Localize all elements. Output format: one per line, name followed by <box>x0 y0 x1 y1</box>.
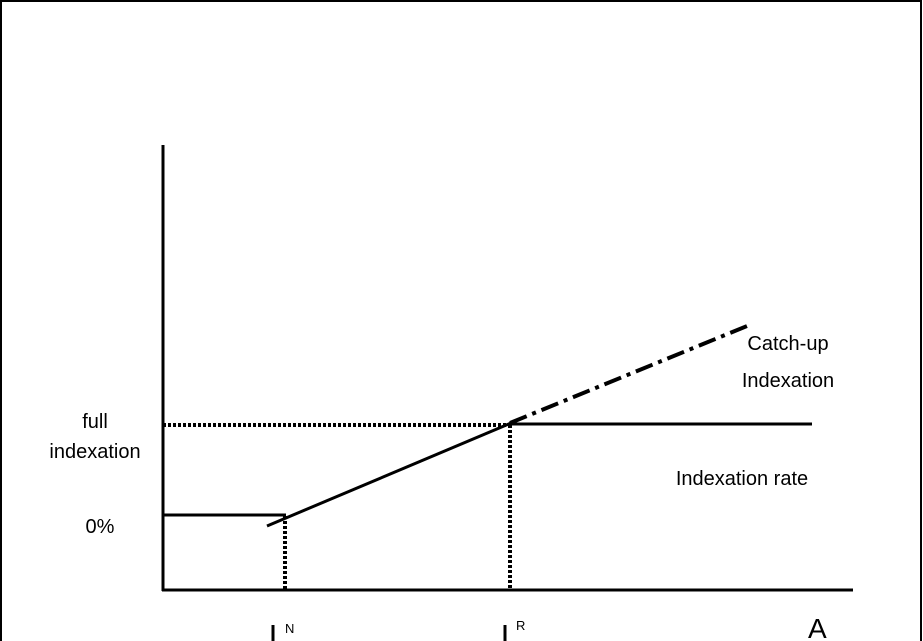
catch-up-line <box>509 322 753 425</box>
x-label: R <box>516 618 525 633</box>
slope-line <box>266 421 512 528</box>
y-label: full <box>82 411 108 433</box>
y-label: 0% <box>86 516 115 538</box>
x-label: N <box>285 621 294 636</box>
line-label: Catch-up <box>747 333 828 355</box>
line-label: Indexation rate <box>676 468 808 490</box>
x-label: A <box>808 613 827 641</box>
line-label: Indexation <box>742 370 834 392</box>
y-label: indexation <box>49 441 140 463</box>
